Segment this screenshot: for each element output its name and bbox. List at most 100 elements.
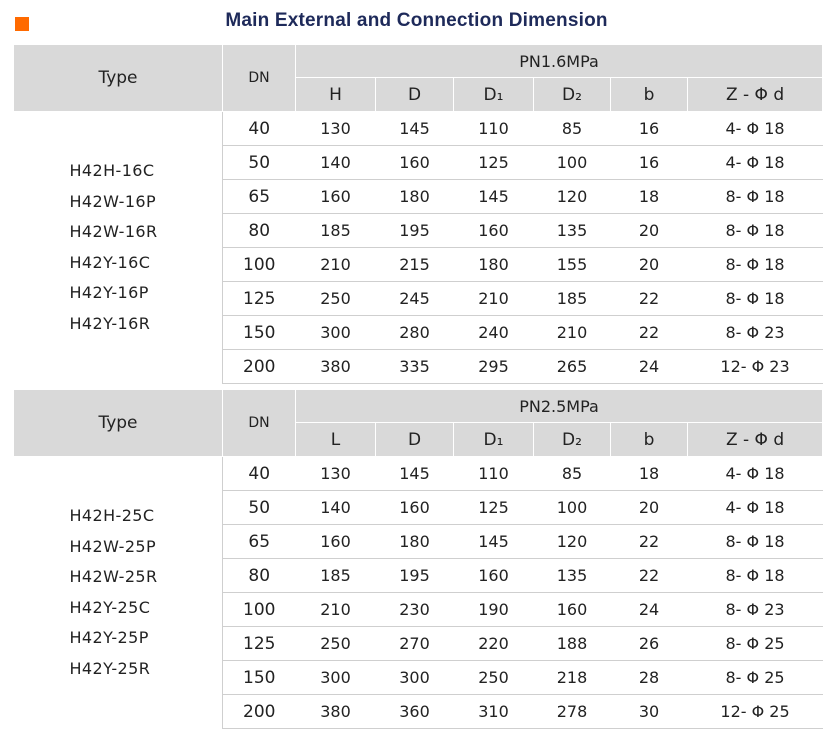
value-cell: 110: [453, 111, 534, 146]
orange-square-icon: [15, 17, 29, 31]
value-cell: 145: [375, 111, 454, 146]
value-cell: 160: [453, 213, 534, 248]
table-row: 80 185 195 160 135 20 8- Φ 18: [14, 213, 823, 248]
value-cell: 240: [453, 315, 534, 350]
column-header: D₁: [453, 422, 534, 457]
value-cell: 188: [533, 626, 611, 661]
value-cell: 380: [295, 349, 376, 384]
value-cell: 4- Φ 18: [687, 145, 823, 180]
value-cell: 110: [453, 456, 534, 491]
model-name: H42Y-25P: [69, 628, 149, 648]
value-cell: 180: [375, 179, 454, 214]
value-cell: 145: [453, 179, 534, 214]
table-row: 200 380 335 295 265 24 12- Φ 23: [14, 349, 823, 384]
column-header: Z - Φ d: [686, 77, 824, 112]
value-cell: 218: [533, 660, 611, 695]
type-header: Type: [13, 389, 223, 457]
value-cell: 195: [375, 213, 454, 248]
value-cell: 8- Φ 18: [687, 213, 823, 248]
value-cell: 160: [375, 490, 454, 525]
page-title: Main External and Connection Dimension: [225, 10, 608, 31]
value-cell: 210: [533, 315, 611, 350]
value-cell: 210: [453, 281, 534, 316]
value-cell: 160: [295, 179, 376, 214]
column-header: b: [610, 422, 688, 457]
value-cell: 8- Φ 25: [687, 660, 823, 695]
dn-cell: 100: [222, 247, 296, 282]
value-cell: 85: [533, 456, 611, 491]
value-cell: 185: [533, 281, 611, 316]
value-cell: 300: [375, 660, 454, 695]
column-header: D: [375, 77, 454, 112]
model-name: H42Y-25C: [69, 597, 151, 617]
value-cell: 18: [610, 179, 688, 214]
model-name: H42W-16R: [69, 222, 158, 242]
value-cell: 20: [610, 213, 688, 248]
value-cell: 16: [610, 145, 688, 180]
dn-cell: 200: [222, 349, 296, 384]
value-cell: 180: [453, 247, 534, 282]
table-row: 125 250 270 220 188 26 8- Φ 25: [14, 626, 823, 661]
value-cell: 24: [610, 592, 688, 627]
value-cell: 20: [610, 247, 688, 282]
dimension-table-pn25: Type DN PN2.5MPa L D D₁ D₂ b Z - Φ d H42H-25C H42W…: [13, 389, 824, 729]
value-cell: 4- Φ 18: [687, 490, 823, 525]
model-list: H42H-16C H42W-16P H42W-16R H42Y-16C H42Y-16P…: [14, 112, 223, 384]
value-cell: 160: [453, 558, 534, 593]
value-cell: 278: [533, 694, 611, 729]
dn-cell: 40: [222, 111, 296, 146]
dimension-table-pn16: Type DN PN1.6MPa H D D₁ D₂ b Z - Φ d H42H-16C H42W…: [13, 44, 824, 384]
table-row: H42H-16C H42W-16P H42W-16R H42Y-16C H42Y-16P…: [14, 111, 823, 333]
value-cell: 18: [610, 456, 688, 491]
value-cell: 245: [375, 281, 454, 316]
dn-cell: 40: [222, 456, 296, 491]
model-name: H42Y-16C: [69, 252, 151, 272]
value-cell: 160: [295, 524, 376, 559]
value-cell: 26: [610, 626, 688, 661]
value-cell: 8- Φ 18: [687, 179, 823, 214]
value-cell: 250: [295, 626, 376, 661]
table-row: 125 250 245 210 185 22 8- Φ 18: [14, 281, 823, 316]
value-cell: 85: [533, 111, 611, 146]
value-cell: 130: [295, 111, 376, 146]
type-header: Type: [13, 44, 223, 112]
value-cell: 135: [533, 558, 611, 593]
model-name: H42W-25R: [69, 567, 158, 587]
table-row: 150 300 300 250 218 28 8- Φ 25: [14, 660, 823, 695]
value-cell: 215: [375, 247, 454, 282]
value-cell: 195: [375, 558, 454, 593]
value-cell: 8- Φ 25: [687, 626, 823, 661]
value-cell: 295: [453, 349, 534, 384]
value-cell: 220: [453, 626, 534, 661]
column-header: b: [610, 77, 688, 112]
value-cell: 270: [375, 626, 454, 661]
table-row: 50 140 160 125 100 20 4- Φ 18: [14, 490, 823, 525]
value-cell: 120: [533, 179, 611, 214]
value-cell: 140: [295, 145, 376, 180]
table-row: 50 140 160 125 100 16 4- Φ 18: [14, 145, 823, 180]
value-cell: 120: [533, 524, 611, 559]
value-cell: 280: [375, 315, 454, 350]
value-cell: 8- Φ 18: [687, 281, 823, 316]
value-cell: 22: [610, 558, 688, 593]
value-cell: 30: [610, 694, 688, 729]
dn-cell: 65: [222, 179, 296, 214]
value-cell: 20: [610, 490, 688, 525]
value-cell: 250: [453, 660, 534, 695]
dn-cell: 150: [222, 660, 296, 695]
column-header: D₂: [533, 77, 611, 112]
dn-header: DN: [222, 44, 296, 112]
value-cell: 4- Φ 18: [687, 456, 823, 491]
column-header: D₂: [533, 422, 611, 457]
value-cell: 22: [610, 315, 688, 350]
value-cell: 210: [295, 247, 376, 282]
pressure-header: PN2.5MPa: [294, 389, 824, 423]
value-cell: 145: [453, 524, 534, 559]
value-cell: 185: [295, 213, 376, 248]
model-name: H42H-16C: [69, 161, 155, 181]
value-cell: 100: [533, 145, 611, 180]
value-cell: 12- Φ 25: [687, 694, 823, 729]
model-name: H42H-25C: [69, 506, 155, 526]
value-cell: 160: [375, 145, 454, 180]
dn-cell: 125: [222, 626, 296, 661]
